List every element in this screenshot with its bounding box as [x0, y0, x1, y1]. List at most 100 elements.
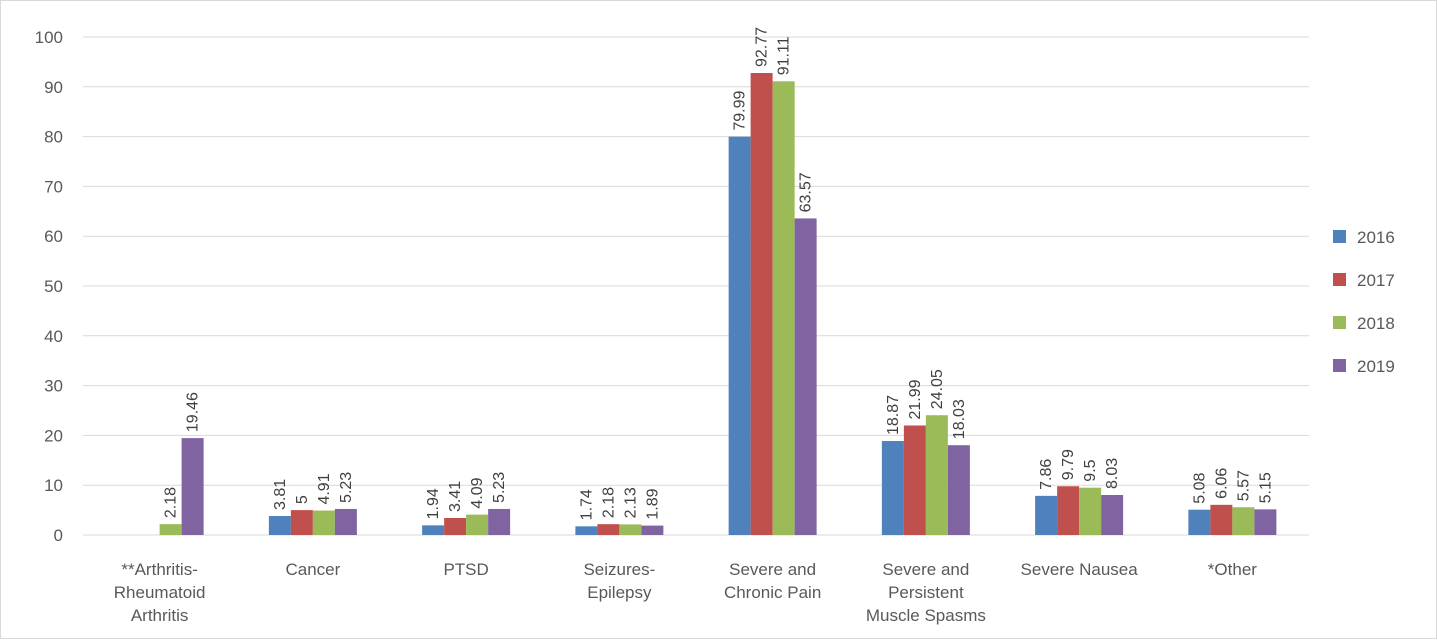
- y-tick-label: 10: [44, 476, 63, 495]
- x-tick-label: Cancer: [285, 560, 340, 579]
- bar-2019: [794, 218, 817, 536]
- data-label: 5.23: [338, 472, 355, 503]
- bar-2018: [1232, 507, 1255, 535]
- data-label: 1.74: [578, 489, 595, 520]
- bar-2016: [1035, 495, 1058, 535]
- data-label: 5: [294, 495, 311, 504]
- x-tick-label-line: Chronic Pain: [724, 583, 821, 602]
- bar-2018: [925, 415, 948, 535]
- y-tick-label: 20: [44, 426, 63, 445]
- bar-2017: [903, 425, 926, 535]
- bar-2019: [947, 445, 970, 535]
- legend-swatch-2017: [1333, 273, 1346, 286]
- y-tick-label: 80: [44, 128, 63, 147]
- x-tick-label-line: Epilepsy: [587, 583, 652, 602]
- legend-swatch-2018: [1333, 316, 1346, 329]
- bar-2019: [641, 525, 664, 535]
- y-tick-label: 30: [44, 377, 63, 396]
- data-label: 3.81: [272, 479, 289, 510]
- data-label: 4.91: [316, 473, 333, 504]
- y-tick-label: 60: [44, 227, 63, 246]
- bar-2017: [597, 524, 620, 535]
- y-tick-label: 90: [44, 78, 63, 97]
- data-label: 7.86: [1038, 459, 1055, 490]
- bar-2016: [268, 516, 291, 535]
- legend-label: 2018: [1357, 314, 1395, 333]
- legend-swatch-2019: [1333, 359, 1346, 372]
- data-label: 3.41: [447, 481, 464, 512]
- x-tick-label: Severe and Chronic Pain: [724, 560, 821, 602]
- x-tick-label-line: Severe and: [729, 560, 816, 579]
- bars: [159, 73, 1277, 536]
- data-label: 5.23: [491, 472, 508, 503]
- data-label: 5.15: [1257, 472, 1274, 503]
- bar-2016: [881, 441, 904, 535]
- data-label: 6.06: [1213, 468, 1230, 499]
- bar-2019: [181, 438, 204, 535]
- x-tick-label: PTSD: [443, 560, 488, 579]
- x-tick-label-line: Seizures-: [583, 560, 655, 579]
- x-tick-label: *Other: [1208, 560, 1257, 579]
- data-label: 21.99: [907, 379, 924, 419]
- legend-label: 2017: [1357, 271, 1395, 290]
- bar-2018: [772, 81, 795, 535]
- y-tick-label: 50: [44, 277, 63, 296]
- x-tick-label-line: PTSD: [443, 560, 488, 579]
- data-label: 18.87: [885, 395, 902, 435]
- bar-2017: [444, 518, 467, 535]
- bar-2018: [159, 524, 182, 535]
- x-tick-label-line: **Arthritis-: [121, 560, 198, 579]
- x-tick-label: Seizures- Epilepsy: [583, 560, 655, 602]
- bar-2016: [575, 526, 598, 535]
- legend-label: 2016: [1357, 228, 1395, 247]
- data-label: 2.18: [600, 487, 617, 518]
- bar-2017: [290, 510, 313, 535]
- bar-2018: [312, 510, 335, 535]
- bar-2016: [1188, 509, 1211, 535]
- data-label: 1.94: [425, 488, 442, 519]
- x-tick-label: **Arthritis- Rheumatoid Arthritis: [114, 560, 206, 625]
- bar-2018: [1079, 487, 1102, 535]
- bar-2019: [1101, 495, 1124, 535]
- x-tick-label-line: Arthritis: [131, 606, 189, 625]
- data-label: 79.99: [732, 91, 749, 131]
- bar-2019: [488, 508, 511, 535]
- data-label: 8.03: [1104, 458, 1121, 489]
- bar-2019: [334, 508, 357, 535]
- x-tick-label: Severe Nausea: [1021, 560, 1139, 579]
- y-tick-label: 70: [44, 177, 63, 196]
- data-label: 24.05: [929, 369, 946, 409]
- bar-2018: [619, 524, 642, 535]
- y-axis: 0 10 20 30 40 50 60 70 80 90 100: [35, 28, 63, 545]
- x-tick-label-line: Severe Nausea: [1021, 560, 1139, 579]
- x-tick-label-line: Cancer: [285, 560, 340, 579]
- x-tick-label-line: Rheumatoid: [114, 583, 206, 602]
- data-label: 19.46: [185, 392, 202, 432]
- y-tick-label: 100: [35, 28, 63, 47]
- data-label: 9.5: [1082, 459, 1099, 481]
- bar-2019: [1254, 509, 1277, 535]
- data-label: 2.18: [163, 487, 180, 518]
- bar-2017: [750, 73, 773, 535]
- data-labels: 3.81 1.94 1.74 79.99 18.87 7.86 5.08 5 3.41 2.18 9…: [163, 27, 1275, 520]
- x-tick-label-line: *Other: [1208, 560, 1257, 579]
- data-label: 5.57: [1235, 470, 1252, 501]
- legend: 2016 2017 2018 2019: [1333, 228, 1395, 376]
- data-label: 5.08: [1191, 472, 1208, 503]
- bar-2016: [728, 136, 751, 536]
- gridlines: [83, 36, 1309, 536]
- x-axis: **Arthritis- Rheumatoid Arthritis Cancer PTS…: [114, 560, 1257, 625]
- data-label: 18.03: [951, 399, 968, 439]
- y-tick-label: 0: [54, 526, 63, 545]
- x-tick-label-line: Muscle Spasms: [866, 606, 986, 625]
- data-label: 2.13: [622, 487, 639, 518]
- data-label: 1.89: [644, 488, 661, 519]
- data-label: 4.09: [469, 477, 486, 508]
- bar-2016: [422, 525, 445, 535]
- bar-2017: [1057, 486, 1080, 535]
- data-label: 92.77: [754, 27, 771, 67]
- bar-2018: [466, 514, 489, 535]
- data-label: 91.11: [776, 36, 793, 75]
